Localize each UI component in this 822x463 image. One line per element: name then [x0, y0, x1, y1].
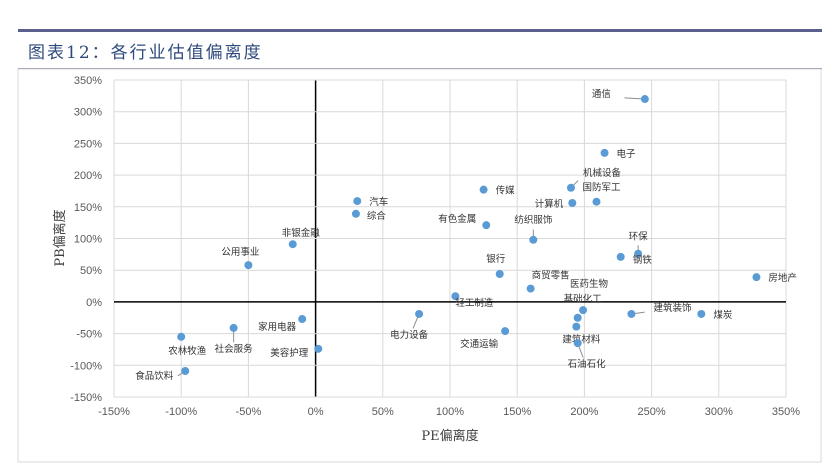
point-label: 机械设备: [583, 167, 622, 179]
point-label: 建筑材料: [562, 334, 601, 346]
point-label: 公用事业: [221, 246, 259, 258]
data-point: [351, 209, 360, 218]
x-tick-label: 350%: [772, 406, 800, 418]
data-point: [244, 261, 253, 270]
x-tick-label: 300%: [705, 406, 733, 418]
point-label: 银行: [486, 253, 506, 265]
y-tick-label: 300%: [74, 107, 102, 119]
y-tick-label: -150%: [70, 392, 102, 404]
data-point: [482, 221, 491, 230]
point-label: 石油石化: [568, 358, 607, 370]
y-tick-label: 100%: [74, 234, 102, 246]
x-tick-label: 50%: [372, 406, 394, 418]
point-label: 汽车: [369, 196, 388, 208]
x-tick-label: -150%: [98, 406, 130, 418]
point-label: 纺织服饰: [514, 214, 552, 226]
data-point: [579, 306, 588, 315]
data-point: [634, 249, 643, 258]
y-tick-label: -100%: [70, 360, 102, 372]
point-label: 环保: [629, 231, 649, 243]
data-point: [566, 183, 575, 192]
data-point: [573, 339, 582, 348]
data-point: [181, 367, 190, 376]
chart-frame: [17, 68, 822, 463]
point-label: 商贸零售: [532, 270, 570, 282]
x-tick-label: 200%: [570, 406, 598, 418]
point-label: 非银金融: [282, 227, 321, 239]
point-label: 美容护理: [270, 347, 309, 359]
data-point: [697, 309, 706, 318]
data-point: [415, 309, 424, 318]
y-tick-label: 50%: [80, 265, 102, 277]
x-tick-label: 250%: [638, 406, 666, 418]
data-point: [353, 197, 362, 206]
point-label: 家用电器: [258, 321, 297, 333]
header-rule: [18, 29, 822, 32]
data-point: [616, 252, 625, 261]
point-label: 医药生物: [570, 278, 609, 290]
x-tick-label: -100%: [165, 406, 197, 418]
chart-title: 图表12：各行业估值偏离度: [28, 43, 263, 63]
point-label: 国防军工: [582, 182, 621, 194]
point-label: 建筑装饰: [653, 302, 691, 314]
point-label: 电子: [617, 148, 637, 160]
point-label: 交通运输: [460, 338, 499, 350]
data-point: [600, 148, 609, 157]
x-tick-label: 150%: [503, 406, 531, 418]
point-label: 基础化工: [564, 293, 603, 305]
data-point: [479, 185, 488, 194]
data-point: [229, 323, 238, 332]
data-point: [627, 309, 636, 318]
y-tick-label: 200%: [74, 170, 102, 182]
y-tick-label: 0%: [86, 297, 102, 309]
point-label: 房地产: [768, 272, 797, 284]
data-point: [592, 197, 601, 206]
point-label: 计算机: [535, 198, 564, 210]
point-label: 电力设备: [390, 329, 429, 341]
data-point: [314, 344, 323, 353]
data-point: [526, 284, 535, 293]
point-label: 食品饮料: [135, 370, 174, 382]
x-tick-label: 100%: [436, 406, 464, 418]
y-tick-label: -50%: [76, 329, 102, 341]
data-point: [495, 270, 504, 279]
data-point: [568, 198, 577, 207]
point-label: 农林牧渔: [168, 345, 207, 357]
x-tick-label: 0%: [308, 406, 324, 418]
point-label: 轻工制造: [455, 297, 494, 309]
data-point: [640, 95, 649, 104]
data-point: [288, 240, 297, 249]
data-point: [177, 332, 186, 341]
y-tick-label: 350%: [74, 75, 102, 87]
point-label: 煤炭: [713, 309, 733, 321]
data-point: [529, 235, 538, 244]
data-point: [501, 327, 510, 336]
data-point: [572, 322, 581, 331]
point-label: 综合: [367, 210, 387, 222]
x-axis-label: PE偏离度: [421, 428, 478, 444]
data-point: [298, 315, 307, 324]
data-point: [573, 313, 582, 322]
y-tick-label: 250%: [74, 138, 102, 150]
y-tick-label: 150%: [74, 202, 102, 214]
x-tick-label: -50%: [236, 406, 262, 418]
point-label: 传媒: [496, 185, 516, 197]
data-point: [451, 292, 460, 301]
data-point: [752, 273, 761, 282]
point-label: 社会服务: [215, 343, 254, 355]
point-label: 钢铁: [633, 254, 653, 266]
y-axis-label: PB偏离度: [52, 209, 68, 266]
point-label: 通信: [592, 88, 611, 100]
point-label: 有色金属: [438, 213, 476, 225]
